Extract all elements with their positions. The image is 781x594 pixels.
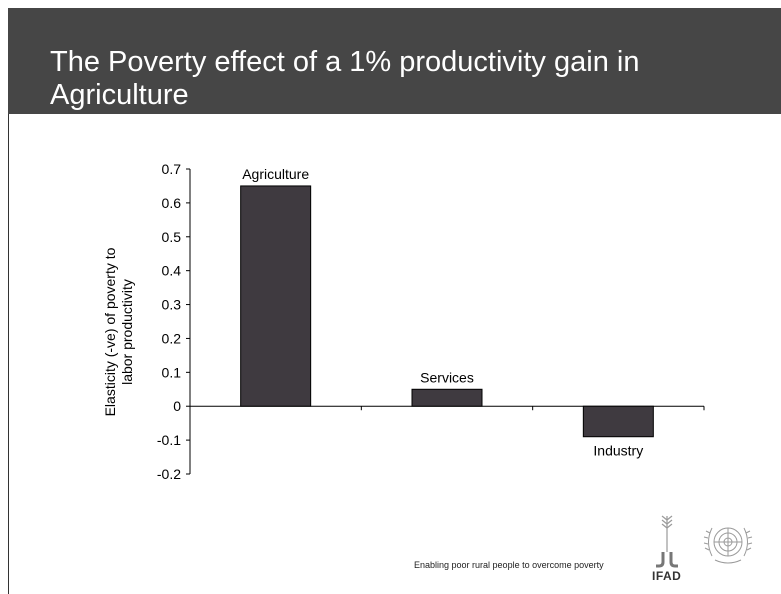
y-tick-label: 0.1 [162,364,182,380]
y-axis-title: Elasticity (-ve) of poverty tolabor prod… [102,247,135,416]
bar-label: Industry [593,443,643,459]
bar-agriculture [240,185,312,407]
y-tick-label: 0 [173,398,181,414]
bar-label: Services [420,369,474,385]
ifad-wheat-icon [656,515,678,568]
y-tick-label: -0.2 [157,466,181,482]
y-tick-label: 0.6 [162,195,182,211]
un-emblem-icon [703,527,753,564]
y-tick-label: 0.5 [162,229,182,245]
y-tick-label: -0.1 [157,432,181,448]
y-tick-label: 0.2 [162,330,182,346]
left-border [8,114,9,594]
top-rule [0,0,781,8]
bar-label: Agriculture [242,166,309,182]
slide-title: The Poverty effect of a 1% productivity … [50,46,640,111]
y-tick-label: 0.4 [162,263,182,279]
y-tick-label: 0.3 [162,297,182,313]
footer-tagline: Enabling poor rural people to overcome p… [414,560,604,570]
bar-services [411,388,483,407]
title-banner [8,8,781,114]
ifad-logo-text: IFAD [652,569,682,583]
y-tick-label: 0.7 [162,161,182,177]
bar-industry [582,405,654,438]
